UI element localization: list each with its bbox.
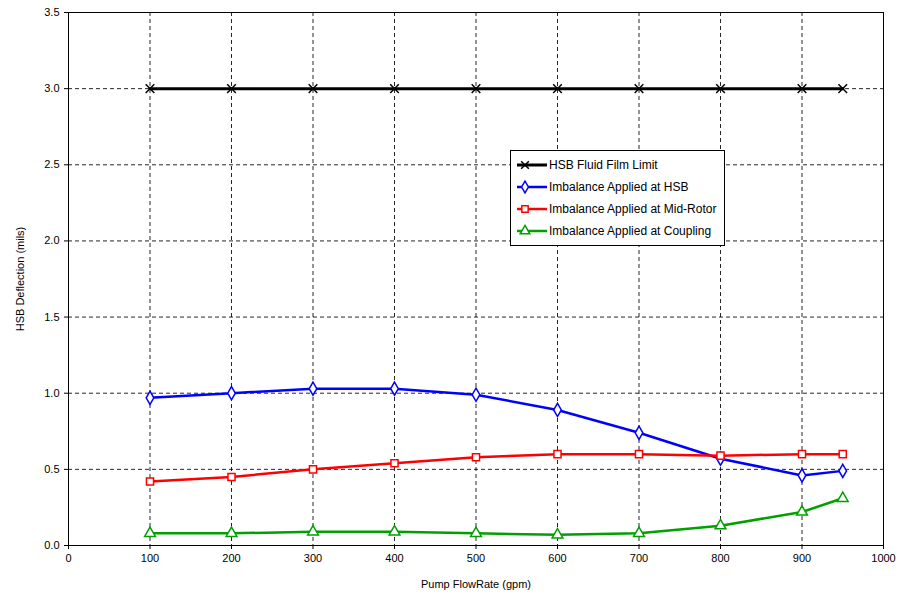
svg-text:0.5: 0.5 bbox=[44, 463, 59, 475]
svg-text:2.0: 2.0 bbox=[44, 234, 59, 246]
html-text:Imbalance Applied at Coupling: Imbalance Applied at Coupling bbox=[549, 224, 712, 238]
svg-text:900: 900 bbox=[793, 552, 811, 564]
svg-text:400: 400 bbox=[385, 552, 403, 564]
svg-text:0.0: 0.0 bbox=[44, 539, 59, 551]
svg-text:0: 0 bbox=[65, 552, 71, 564]
html-text:HSB Fluid Film Limit: HSB Fluid Film Limit bbox=[549, 158, 658, 172]
svg-text:2.5: 2.5 bbox=[44, 158, 59, 170]
svg-text:700: 700 bbox=[630, 552, 648, 564]
svg-text:1.5: 1.5 bbox=[44, 311, 59, 323]
svg-text:1000: 1000 bbox=[871, 552, 895, 564]
html-text:Imbalance Applied at HSB: Imbalance Applied at HSB bbox=[549, 180, 689, 194]
svg-text:3.5: 3.5 bbox=[44, 6, 59, 18]
svg-text:600: 600 bbox=[548, 552, 566, 564]
svg-text:800: 800 bbox=[711, 552, 729, 564]
svg-text:3.0: 3.0 bbox=[44, 82, 59, 94]
html-text:Imbalance Applied at Mid-Rotor: Imbalance Applied at Mid-Rotor bbox=[549, 202, 717, 216]
svg-text:100: 100 bbox=[141, 552, 159, 564]
svg-text:200: 200 bbox=[222, 552, 240, 564]
svg-text:500: 500 bbox=[467, 552, 485, 564]
svg-text:HSB Deflection (mils): HSB Deflection (mils) bbox=[14, 227, 26, 332]
svg-text:1.0: 1.0 bbox=[44, 387, 59, 399]
svg-text:300: 300 bbox=[304, 552, 322, 564]
svg-text:Pump FlowRate (gpm): Pump FlowRate (gpm) bbox=[421, 578, 531, 590]
